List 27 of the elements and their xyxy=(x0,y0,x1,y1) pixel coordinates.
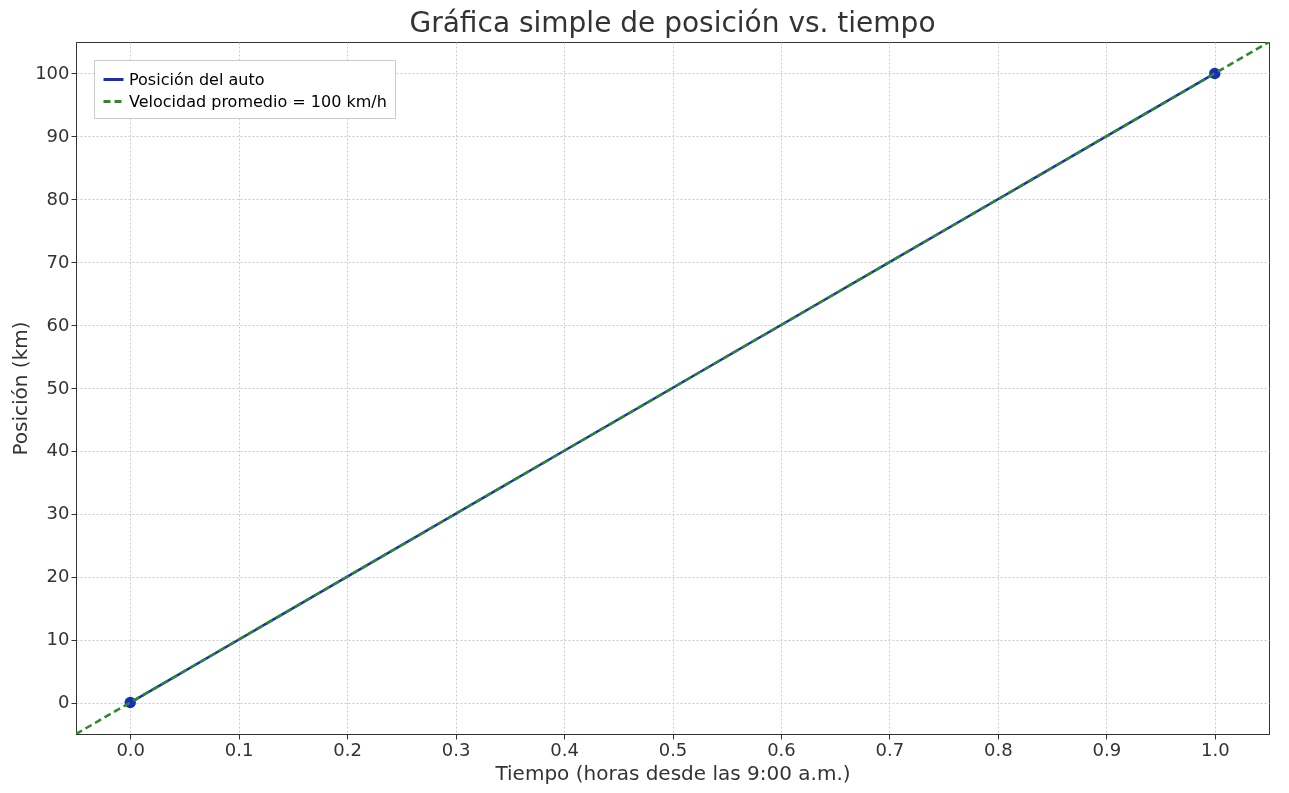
x-tick-label: 1.0 xyxy=(1200,738,1230,760)
x-tick-label: 0.1 xyxy=(224,738,254,760)
y-tick-label: 50 xyxy=(46,376,70,398)
x-tick-label: 0.5 xyxy=(658,738,688,760)
chart-title: Gráfica simple de posición vs. tiempo xyxy=(409,6,936,39)
x-tick-label: 0.0 xyxy=(116,738,146,760)
x-tick-label: 0.3 xyxy=(441,738,471,760)
legend-label: Velocidad promedio = 100 km/h xyxy=(129,91,387,111)
y-tick-label: 100 xyxy=(35,61,70,83)
y-tick-label: 40 xyxy=(46,439,70,461)
y-tick-label: 80 xyxy=(46,187,70,209)
y-axis-title: Posición (km) xyxy=(8,321,33,456)
y-tick-label: 20 xyxy=(46,565,70,587)
x-tick-label: 0.2 xyxy=(333,738,362,760)
x-tick-label: 0.9 xyxy=(1092,738,1122,760)
x-tick-label: 0.8 xyxy=(984,738,1013,760)
y-tick-label: 30 xyxy=(46,502,70,524)
y-tick-label: 60 xyxy=(46,313,70,335)
legend-label: Posición del auto xyxy=(129,69,265,89)
x-tick-label: 0.4 xyxy=(550,738,579,760)
y-tick-label: 70 xyxy=(46,250,70,272)
y-tick-label: 0 xyxy=(58,691,70,713)
x-tick-label: 0.7 xyxy=(875,738,905,760)
x-tick-label: 0.6 xyxy=(767,738,796,760)
y-tick-label: 10 xyxy=(46,628,70,650)
x-axis-title: Tiempo (horas desde las 9:00 a.m.) xyxy=(494,760,851,785)
y-tick-label: 90 xyxy=(46,124,70,146)
